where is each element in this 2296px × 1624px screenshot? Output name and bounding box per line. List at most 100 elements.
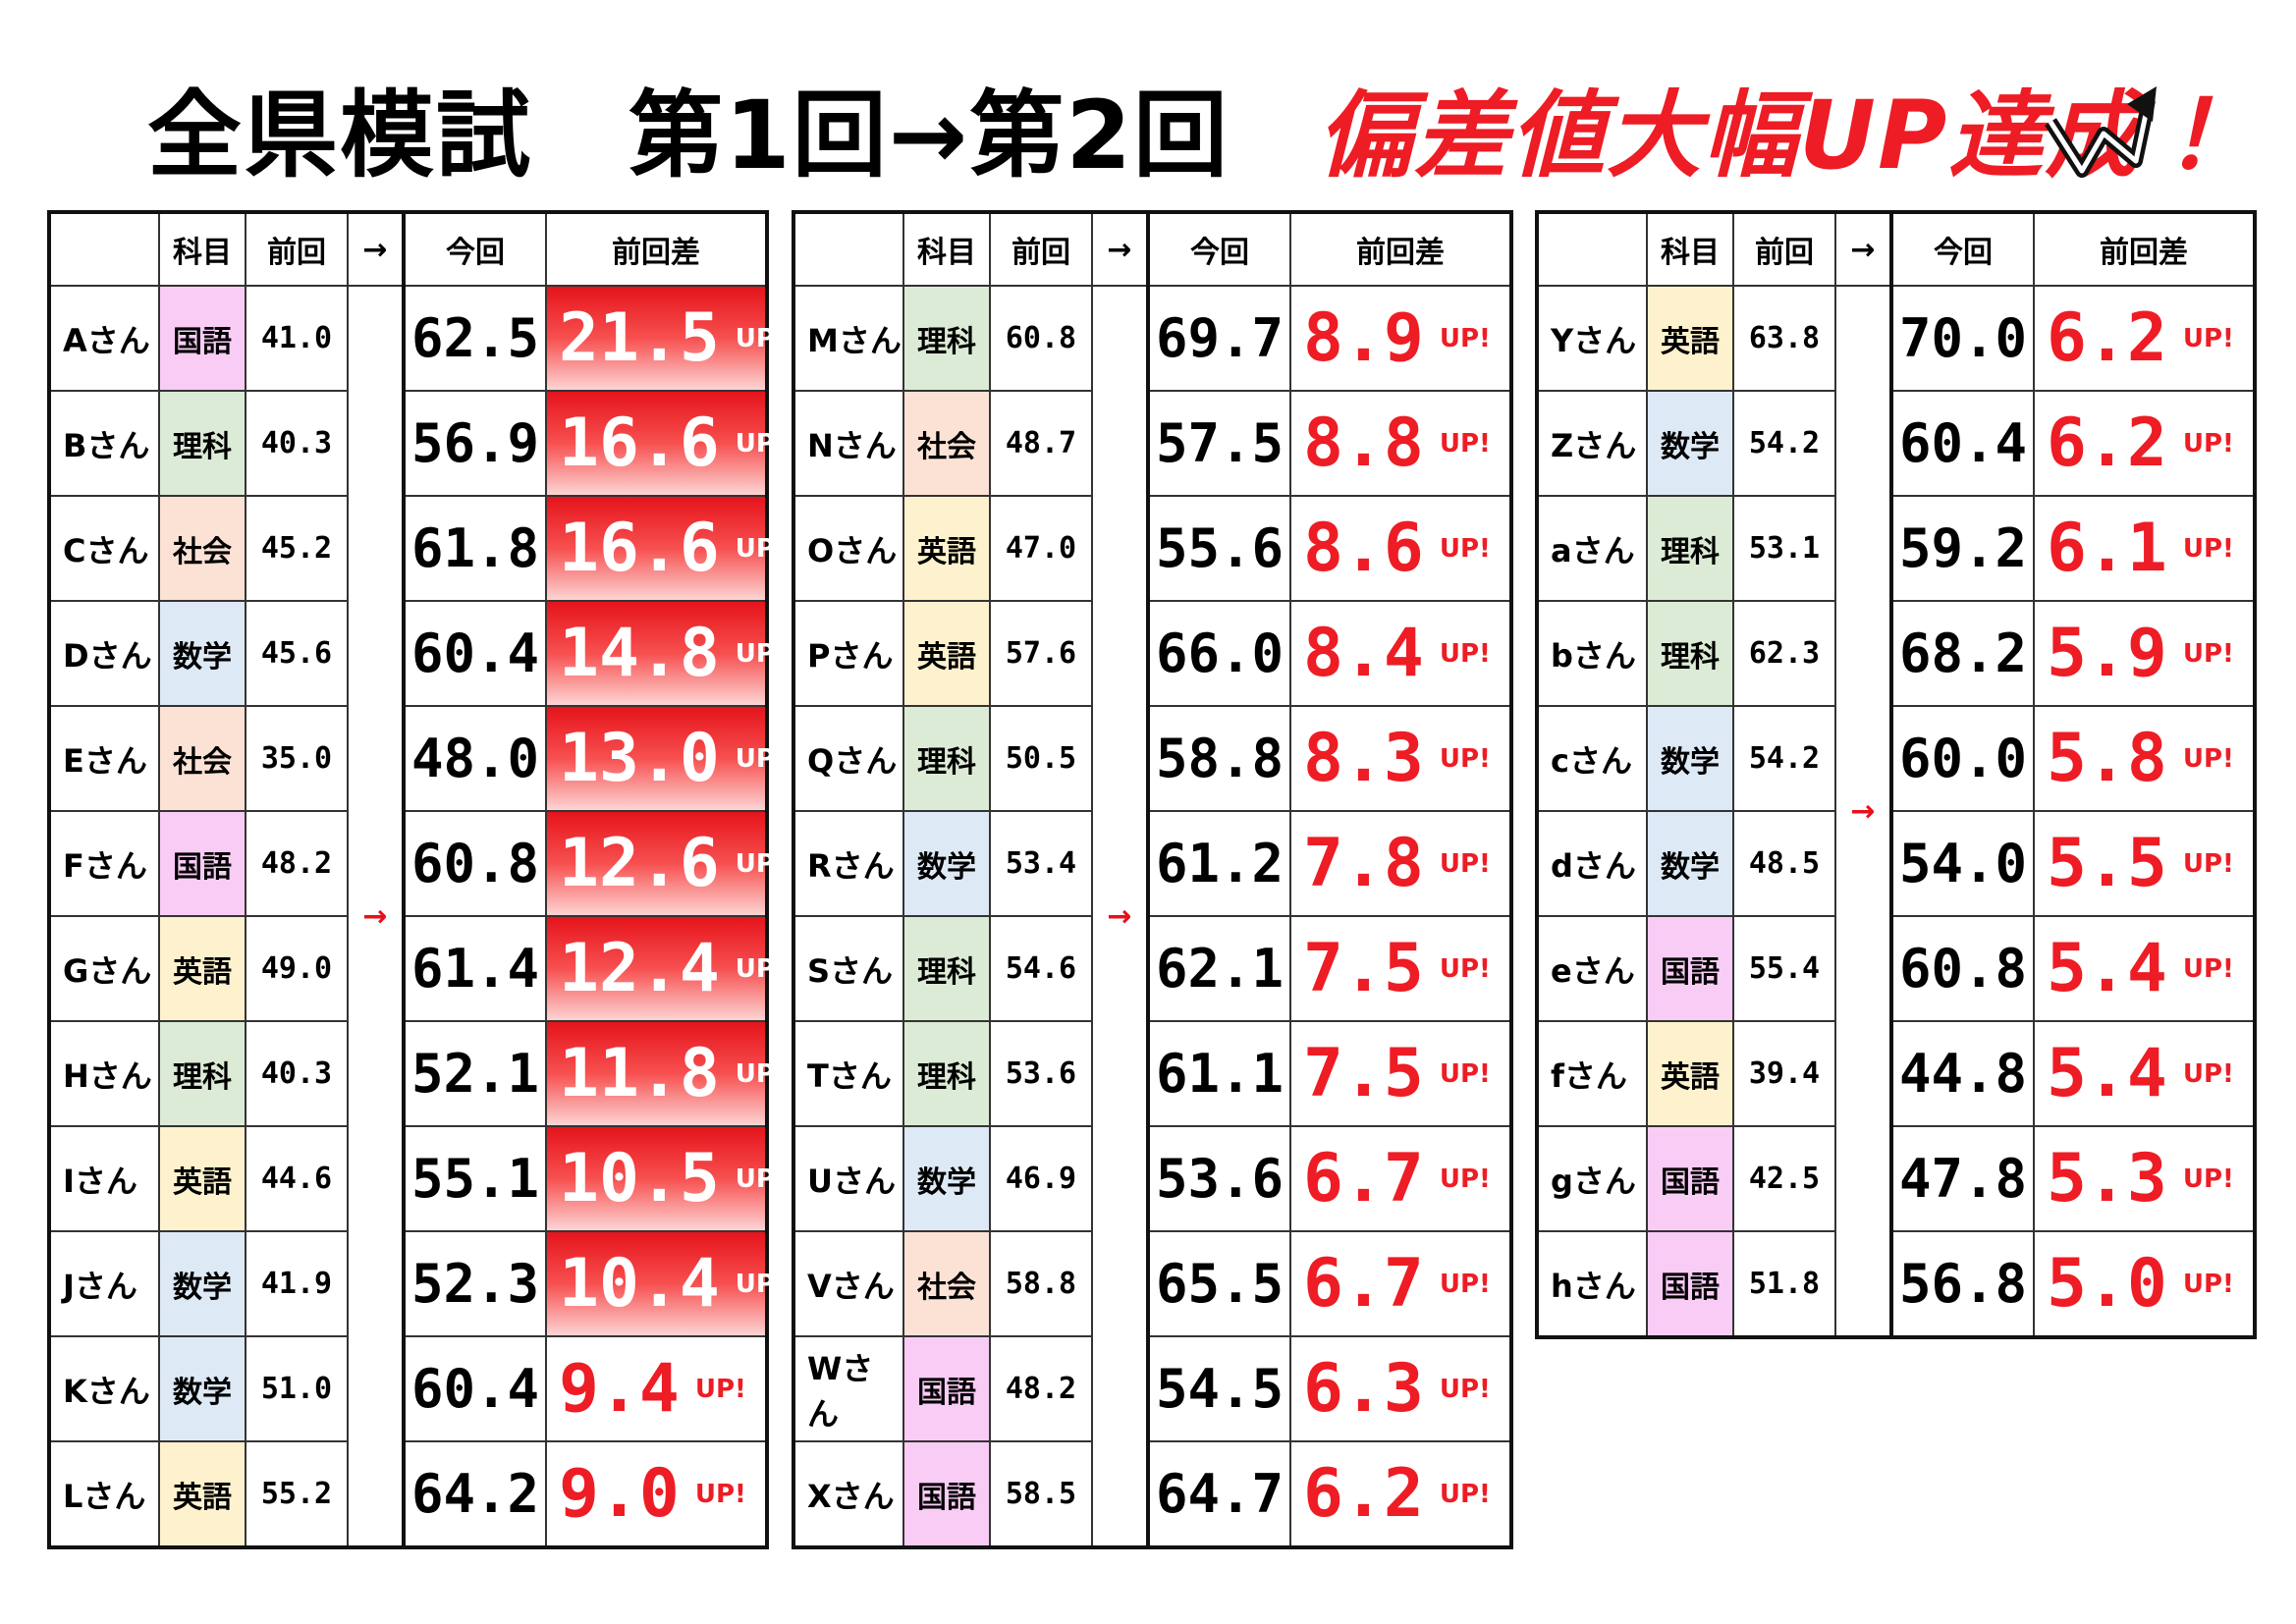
difference: 14.8 UP! bbox=[545, 600, 787, 707]
score-row: Eさん 社会 35.0 48.0 13.0 UP! bbox=[48, 705, 787, 812]
difference-value: 8.8 bbox=[1303, 405, 1424, 482]
student-name: Mさん bbox=[793, 285, 904, 392]
difference: 5.5 UP! bbox=[2033, 810, 2256, 917]
difference: 16.6 UP! bbox=[545, 495, 787, 602]
previous-score: 55.2 bbox=[245, 1440, 349, 1548]
up-label: UP! bbox=[1439, 1270, 1491, 1299]
student-name: Oさん bbox=[793, 495, 904, 602]
current-score: 64.2 bbox=[402, 1440, 547, 1548]
subject: 数学 bbox=[158, 1230, 246, 1337]
current-score: 47.8 bbox=[1889, 1125, 2035, 1232]
subject: 英語 bbox=[902, 600, 991, 707]
up-label: UP! bbox=[735, 1270, 787, 1299]
current-score: 61.8 bbox=[402, 495, 547, 602]
header-row: 科目 前回 → 今回 前回差 bbox=[1536, 211, 2256, 287]
previous-score: 40.3 bbox=[245, 1020, 349, 1127]
score-row: Zさん 数学 54.2 60.4 6.2 UP! bbox=[1536, 390, 2256, 497]
student-name: Aさん bbox=[48, 285, 160, 392]
difference: 11.8 UP! bbox=[545, 1020, 787, 1127]
difference: 7.5 UP! bbox=[1289, 915, 1512, 1022]
difference: 6.1 UP! bbox=[2033, 495, 2256, 602]
previous-score: 44.6 bbox=[245, 1125, 349, 1232]
difference-value: 8.6 bbox=[1303, 510, 1424, 587]
student-name: Tさん bbox=[793, 1020, 904, 1127]
previous-score: 58.8 bbox=[989, 1230, 1093, 1337]
subject: 英語 bbox=[158, 915, 246, 1022]
up-label: UP! bbox=[1439, 744, 1491, 774]
difference-value: 8.9 bbox=[1303, 299, 1424, 377]
up-label: UP! bbox=[2182, 744, 2234, 774]
difference: 6.7 UP! bbox=[1289, 1230, 1512, 1337]
previous-score: 54.2 bbox=[1732, 390, 1836, 497]
subject: 理科 bbox=[902, 915, 991, 1022]
header-cell: 前回 bbox=[1732, 211, 1836, 287]
subject: 理科 bbox=[158, 1020, 246, 1127]
up-label: UP! bbox=[694, 1480, 746, 1509]
up-label: UP! bbox=[735, 1059, 787, 1089]
score-row: eさん 国語 55.4 60.8 5.4 UP! bbox=[1536, 915, 2256, 1022]
student-name: Wさん bbox=[793, 1335, 904, 1442]
difference-value: 5.4 bbox=[2047, 930, 2167, 1007]
score-row: hさん 国語 51.8 56.8 5.0 UP! bbox=[1536, 1230, 2256, 1338]
current-score: 61.4 bbox=[402, 915, 547, 1022]
previous-score: 58.5 bbox=[989, 1440, 1093, 1548]
subject: 社会 bbox=[902, 390, 991, 497]
difference-value: 21.5 bbox=[559, 299, 720, 377]
current-score: 61.1 bbox=[1146, 1020, 1291, 1127]
difference-value: 6.2 bbox=[2047, 405, 2167, 482]
difference: 16.6 UP! bbox=[545, 390, 787, 497]
score-row: Yさん 英語 63.8 → 70.0 6.2 UP! bbox=[1536, 285, 2256, 1338]
difference-value: 16.6 bbox=[559, 405, 720, 482]
difference-value: 6.7 bbox=[1303, 1140, 1424, 1218]
score-row: Mさん 理科 60.8 → 69.7 8.9 UP! bbox=[793, 285, 1512, 1548]
difference: 6.7 UP! bbox=[1289, 1125, 1512, 1232]
student-name: Sさん bbox=[793, 915, 904, 1022]
up-label: UP! bbox=[2182, 1270, 2234, 1299]
previous-score: 60.8 bbox=[989, 285, 1093, 392]
subject: 国語 bbox=[902, 1335, 991, 1442]
previous-score: 54.2 bbox=[1732, 705, 1836, 812]
arrow: → bbox=[347, 285, 405, 1548]
score-row: Kさん 数学 51.0 60.4 9.4 UP! bbox=[48, 1335, 768, 1442]
difference-value: 10.5 bbox=[559, 1140, 720, 1218]
up-label: UP! bbox=[2182, 849, 2234, 879]
difference-value: 10.4 bbox=[559, 1245, 720, 1323]
previous-score: 50.5 bbox=[989, 705, 1093, 812]
up-label: UP! bbox=[2182, 534, 2234, 564]
current-score: 56.9 bbox=[402, 390, 547, 497]
current-score: 60.8 bbox=[402, 810, 547, 917]
subject: 国語 bbox=[158, 810, 246, 917]
difference-value: 6.2 bbox=[1303, 1455, 1424, 1533]
previous-score: 49.0 bbox=[245, 915, 349, 1022]
up-label: UP! bbox=[2182, 1164, 2234, 1194]
header-row: 科目 前回 → 今回 前回差 bbox=[793, 211, 1512, 287]
difference: 7.5 UP! bbox=[1289, 1020, 1512, 1127]
score-row: Iさん 英語 44.6 55.1 10.5 UP! bbox=[48, 1125, 787, 1232]
student-name: eさん bbox=[1536, 915, 1648, 1022]
header-cell: 科目 bbox=[1646, 211, 1734, 287]
previous-score: 54.6 bbox=[989, 915, 1093, 1022]
difference-value: 8.3 bbox=[1303, 720, 1424, 797]
score-row: cさん 数学 54.2 60.0 5.8 UP! bbox=[1536, 705, 2256, 812]
subject: 英語 bbox=[158, 1440, 246, 1548]
difference: 10.5 UP! bbox=[545, 1125, 787, 1232]
difference: 21.5 UP! bbox=[545, 285, 787, 392]
up-label: UP! bbox=[735, 954, 787, 984]
up-label: UP! bbox=[735, 1164, 787, 1194]
score-row: Oさん 英語 47.0 55.6 8.6 UP! bbox=[793, 495, 1512, 602]
score-row: Lさん 英語 55.2 64.2 9.0 UP! bbox=[48, 1440, 768, 1548]
difference: 10.4 UP! bbox=[545, 1230, 787, 1337]
up-label: UP! bbox=[1439, 954, 1491, 984]
up-label: UP! bbox=[735, 849, 787, 879]
score-row: Hさん 理科 40.3 52.1 11.8 UP! bbox=[48, 1020, 787, 1127]
current-score: 52.3 bbox=[402, 1230, 547, 1337]
score-row: Pさん 英語 57.6 66.0 8.4 UP! bbox=[793, 600, 1512, 707]
previous-score: 46.9 bbox=[989, 1125, 1093, 1232]
up-label: UP! bbox=[2182, 639, 2234, 669]
score-row: Wさん 国語 48.2 54.5 6.3 UP! bbox=[793, 1335, 1512, 1442]
subject: 数学 bbox=[902, 1125, 991, 1232]
subject: 社会 bbox=[158, 705, 246, 812]
up-label: UP! bbox=[1439, 1164, 1491, 1194]
difference: 9.0 UP! bbox=[545, 1440, 768, 1548]
difference: 5.3 UP! bbox=[2033, 1125, 2256, 1232]
